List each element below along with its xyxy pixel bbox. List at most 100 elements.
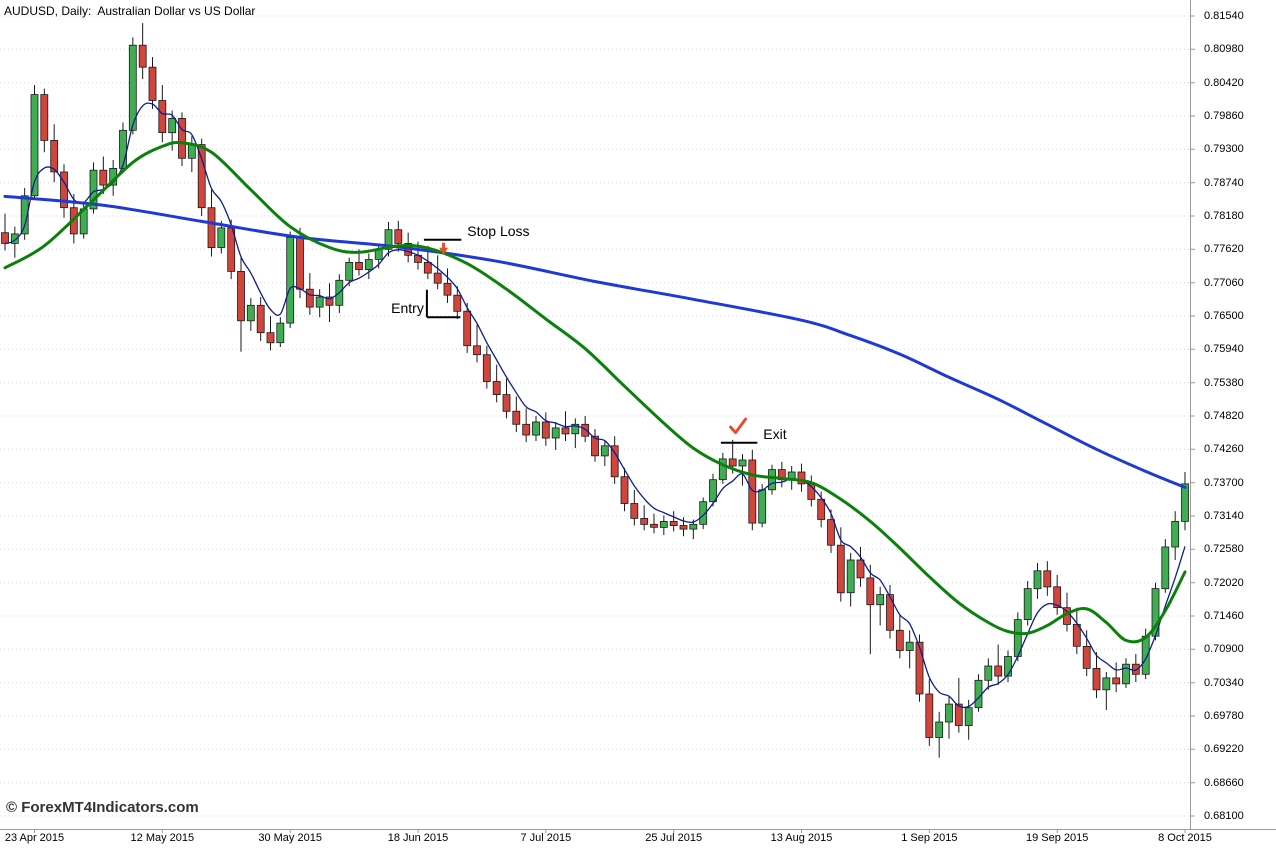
date-label: 25 Jul 2015 (645, 832, 703, 844)
candle-body (453, 294, 462, 312)
candle-body (1181, 483, 1189, 522)
candle-body (325, 296, 334, 306)
candle-body (738, 459, 747, 467)
candle-body (689, 523, 698, 530)
candle-body (187, 144, 196, 159)
candle-body (876, 594, 885, 606)
candle-body (168, 118, 177, 134)
candle-body (561, 427, 570, 435)
candle-body (276, 322, 285, 344)
candle-body (345, 261, 354, 281)
candle-body (512, 410, 521, 425)
candle-body (394, 229, 403, 244)
price-label: 0.69780 (1204, 710, 1244, 722)
price-label: 0.77620 (1204, 243, 1244, 256)
candle-body (768, 469, 776, 491)
candle-body (728, 458, 737, 467)
check-icon (729, 417, 748, 435)
candle-body (148, 66, 157, 101)
candle-body (99, 169, 108, 186)
candle-body (364, 259, 373, 271)
candle-body (581, 423, 590, 437)
candle-body (305, 288, 314, 308)
price-label: 0.71460 (1204, 610, 1244, 622)
candle-body (797, 471, 806, 485)
chart-title: AUDUSD, Daily: Australian Dollar vs US D… (4, 4, 256, 18)
candle-body (237, 270, 245, 322)
candle-body (1171, 521, 1180, 548)
candle-body (492, 381, 501, 396)
candle-body (974, 679, 983, 709)
candle-body (355, 261, 363, 270)
price-label: 0.70340 (1204, 676, 1244, 689)
candle-body (10, 233, 19, 244)
price-label: 0.72580 (1204, 543, 1244, 556)
slow-moving-average-line (3, 194, 1187, 489)
date-label: 23 Apr 2015 (4, 832, 65, 844)
fast-moving-average-line (4, 102, 1186, 709)
candle-body (1102, 677, 1111, 691)
candle-body (640, 518, 649, 525)
price-label: 0.80980 (1204, 43, 1244, 56)
candle-body (256, 304, 265, 334)
candle-body (89, 169, 98, 210)
candle-body (286, 236, 295, 324)
candle-body (197, 144, 206, 209)
price-label: 0.78740 (1204, 176, 1244, 189)
candle-body (836, 544, 845, 594)
candle-body (178, 118, 186, 159)
candle-body (954, 703, 963, 726)
candle-body (40, 94, 49, 141)
price-label: 0.79860 (1204, 110, 1244, 122)
price-label: 0.69220 (1204, 743, 1244, 756)
date-label: 13 Aug 2015 (770, 832, 833, 844)
price-label: 0.78180 (1204, 210, 1244, 222)
candle-body (620, 476, 629, 504)
date-label: 18 Jun 2015 (387, 832, 449, 844)
candle-body (669, 521, 678, 527)
candle-body (817, 498, 826, 520)
candle-body (945, 703, 953, 723)
candle-body (158, 100, 167, 133)
candle-body (699, 501, 708, 525)
candle-body (1122, 663, 1130, 685)
date-label: 19 Sep 2015 (1025, 832, 1089, 844)
date-label: 7 Jul 2015 (520, 832, 572, 844)
stop-loss-label: Stop Loss (467, 222, 530, 239)
candle-body (315, 296, 324, 308)
price-label: 0.74260 (1204, 443, 1244, 456)
candle-body (827, 519, 835, 546)
candle-body (384, 229, 393, 250)
candle-body (925, 693, 934, 738)
candle-body (1033, 570, 1042, 590)
price-label: 0.81540 (1204, 10, 1244, 22)
price-label: 0.74820 (1204, 410, 1244, 422)
candle-body (964, 707, 973, 727)
candle-body (482, 354, 491, 382)
candle-body (935, 721, 944, 738)
candle-body (217, 227, 226, 248)
medium-moving-average-line (3, 140, 1187, 644)
price-label: 0.73700 (1204, 476, 1244, 489)
price-label: 0.73140 (1204, 510, 1244, 522)
price-label: 0.79300 (1204, 143, 1244, 156)
candle-body (532, 421, 540, 436)
candle-body (886, 594, 894, 631)
candle-body (128, 44, 137, 131)
candle-body (679, 525, 688, 530)
exit-label: Exit (763, 425, 787, 442)
candle-body (1053, 586, 1062, 608)
candle-body (591, 435, 599, 457)
candle-body (1092, 668, 1101, 691)
candle-body (423, 261, 432, 274)
candle-body (1131, 663, 1140, 675)
candle-body (266, 332, 275, 344)
date-label: 12 May 2015 (130, 832, 195, 844)
candle-body (984, 665, 993, 681)
candle-body (551, 427, 560, 439)
candle-body (856, 559, 865, 579)
candle-body (473, 345, 481, 356)
candle-body (1043, 570, 1052, 588)
